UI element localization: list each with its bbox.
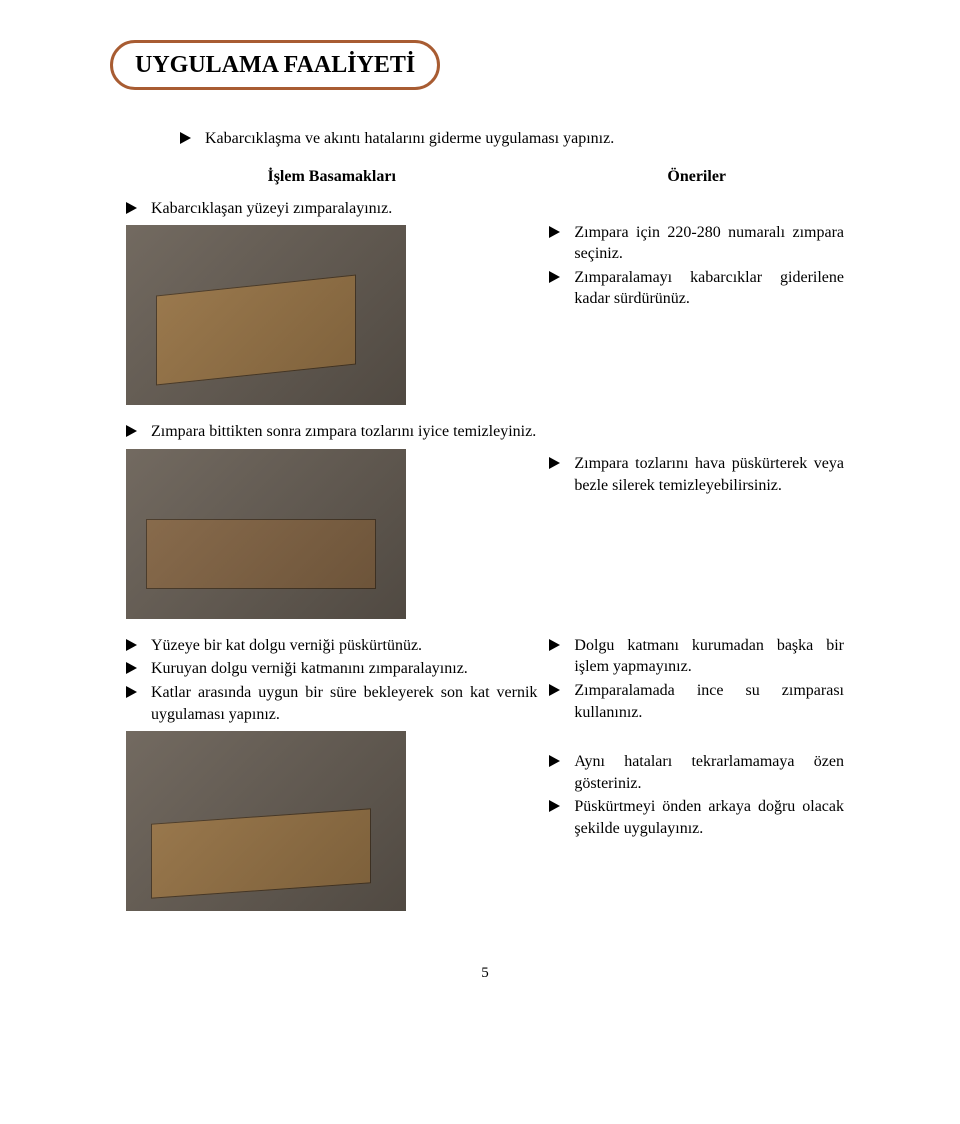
bullet-arrow-icon <box>126 425 137 437</box>
steps-table: İşlem Basamakları Öneriler Kabarcıklaşan… <box>120 164 850 923</box>
step-row: Yüzeye bir kat dolgu verniği püskürtünüz… <box>126 635 537 657</box>
step-row: Katlar arasında uygun bir süre bekleyere… <box>126 682 537 725</box>
intro-row: Kabarcıklaşma ve akıntı hatalarını gider… <box>180 128 850 150</box>
bullet-arrow-icon <box>549 226 560 238</box>
bullet-arrow-icon <box>549 684 560 696</box>
step-text: Zımpara bittikten sonra zımpara tozların… <box>151 421 537 443</box>
bullet-arrow-icon <box>549 755 560 767</box>
step-text: Kabarcıklaşan yüzeyi zımparalayınız. <box>151 198 537 220</box>
tip-row: Zımpara için 220-280 numaralı zımpara se… <box>549 222 844 265</box>
step-image <box>126 449 406 619</box>
bullet-arrow-icon <box>549 457 560 469</box>
tip-text: Zımparalamada ince su zımparası kullanın… <box>574 680 844 723</box>
tip-row: Dolgu katmanı kurumadan başka bir işlem … <box>549 635 844 678</box>
bullet-arrow-icon <box>180 132 191 144</box>
page-title: UYGULAMA FAALİYETİ <box>135 52 415 78</box>
bullet-arrow-icon <box>126 202 137 214</box>
col-header-left: İşlem Basamakları <box>120 164 543 194</box>
bullet-arrow-icon <box>126 686 137 698</box>
tip-text: Zımparalamayı kabarcıklar giderilene kad… <box>574 267 844 310</box>
tip-text: Zımpara için 220-280 numaralı zımpara se… <box>574 222 844 265</box>
bullet-arrow-icon <box>126 639 137 651</box>
step-row: Kuruyan dolgu verniği katmanını zımparal… <box>126 658 537 680</box>
step-text: Yüzeye bir kat dolgu verniği püskürtünüz… <box>151 635 537 657</box>
page-title-badge: UYGULAMA FAALİYETİ <box>110 40 440 90</box>
step-text: Katlar arasında uygun bir süre bekleyere… <box>151 682 537 725</box>
bullet-arrow-icon <box>549 639 560 651</box>
bullet-arrow-icon <box>549 271 560 283</box>
tip-text: Zımpara tozlarını hava püskürterek veya … <box>574 453 844 496</box>
tip-row: Zımparalamada ince su zımparası kullanın… <box>549 680 844 723</box>
tip-row: Püskürtmeyi önden arkaya doğru olacak şe… <box>549 796 844 839</box>
tip-row: Zımparalamayı kabarcıklar giderilene kad… <box>549 267 844 310</box>
tip-text: Aynı hataları tekrarlamamaya özen göster… <box>574 751 844 794</box>
step-row: Kabarcıklaşan yüzeyi zımparalayınız. <box>126 198 537 220</box>
bullet-arrow-icon <box>126 662 137 674</box>
step-image <box>126 225 406 405</box>
tip-row: Zımpara tozlarını hava püskürterek veya … <box>549 453 844 496</box>
tip-text: Püskürtmeyi önden arkaya doğru olacak şe… <box>574 796 844 839</box>
col-header-right: Öneriler <box>543 164 850 194</box>
step-row: Zımpara bittikten sonra zımpara tozların… <box>126 421 537 443</box>
step-text: Kuruyan dolgu verniği katmanını zımparal… <box>151 658 537 680</box>
step-image <box>126 731 406 911</box>
tip-row: Aynı hataları tekrarlamamaya özen göster… <box>549 751 844 794</box>
intro-text: Kabarcıklaşma ve akıntı hatalarını gider… <box>205 128 614 150</box>
page-number: 5 <box>120 963 850 983</box>
bullet-arrow-icon <box>549 800 560 812</box>
tip-text: Dolgu katmanı kurumadan başka bir işlem … <box>574 635 844 678</box>
